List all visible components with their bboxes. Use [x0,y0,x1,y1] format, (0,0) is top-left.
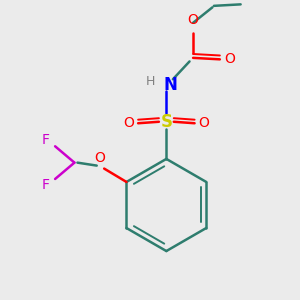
Text: S: S [160,113,172,131]
Text: O: O [187,14,198,27]
Text: O: O [94,151,105,165]
Text: O: O [224,52,235,66]
Text: H: H [145,74,155,88]
Text: N: N [163,76,177,94]
Text: O: O [123,116,134,130]
Text: O: O [199,116,209,130]
Text: F: F [42,133,50,147]
Text: F: F [42,178,50,192]
